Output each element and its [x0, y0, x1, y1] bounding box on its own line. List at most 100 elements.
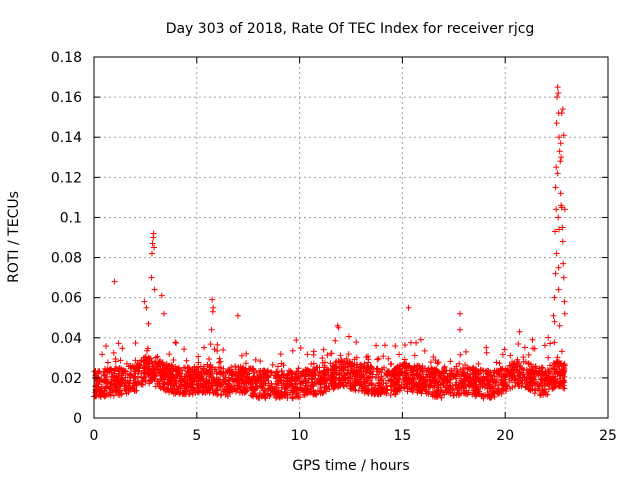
- data-point: [237, 363, 244, 370]
- data-point: [121, 367, 128, 374]
- data-point: [300, 378, 307, 385]
- data-point: [537, 391, 544, 398]
- data-point: [123, 360, 130, 367]
- data-point: [168, 361, 175, 368]
- data-point: [243, 350, 250, 357]
- data-point: [375, 391, 382, 398]
- data-point: [309, 366, 316, 373]
- data-point: [448, 371, 455, 378]
- data-point: [120, 367, 127, 374]
- data-point: [501, 346, 508, 353]
- data-point: [480, 373, 487, 380]
- data-point: [345, 367, 352, 374]
- data-point: [132, 340, 139, 347]
- y-tick-label: 0.08: [51, 251, 82, 267]
- data-point: [214, 341, 221, 348]
- data-point: [255, 374, 262, 381]
- data-point: [385, 355, 392, 362]
- data-point: [238, 352, 245, 359]
- data-point: [374, 368, 381, 375]
- data-point: [284, 384, 291, 391]
- data-point: [432, 370, 439, 377]
- data-point: [437, 392, 444, 399]
- data-point: [557, 190, 564, 197]
- data-point: [252, 383, 259, 390]
- data-point: [272, 388, 279, 395]
- data-point: [147, 370, 154, 377]
- data-point: [559, 238, 566, 245]
- data-point: [499, 351, 506, 358]
- data-point: [401, 342, 408, 349]
- data-point: [380, 353, 387, 360]
- data-point: [277, 389, 284, 396]
- y-tick-labels: 0 0.02 0.04 0.06 0.08 0.1 0.12 0.14 0.16 0.18: [51, 50, 82, 427]
- data-point: [554, 170, 561, 177]
- data-point: [561, 362, 568, 369]
- data-point: [175, 366, 182, 373]
- data-point: [530, 375, 537, 382]
- data-point: [495, 372, 502, 379]
- data-point: [485, 369, 492, 376]
- data-point: [560, 384, 567, 391]
- data-point: [381, 342, 388, 349]
- x-tick-label: 5: [192, 428, 201, 444]
- data-point: [118, 380, 125, 387]
- data-point: [515, 341, 522, 348]
- data-point: [99, 351, 106, 358]
- data-point: [218, 382, 225, 389]
- data-point: [198, 383, 205, 390]
- data-point: [220, 365, 227, 372]
- data-point: [465, 382, 472, 389]
- y-axis-label: ROTI / TECUs: [6, 191, 22, 283]
- y-tick-label: 0.14: [51, 130, 82, 146]
- data-point: [310, 351, 317, 358]
- data-point: [392, 343, 399, 350]
- data-point: [518, 383, 525, 390]
- x-tick-labels: 0 5 10 15 20 25: [90, 428, 617, 444]
- data-point: [101, 365, 108, 372]
- data-point: [391, 367, 398, 374]
- data-point: [361, 384, 368, 391]
- data-point: [561, 298, 568, 305]
- data-point: [541, 389, 548, 396]
- data-point: [493, 367, 500, 374]
- data-point: [323, 380, 330, 387]
- data-point: [551, 228, 558, 235]
- data-point: [391, 385, 398, 392]
- data-point: [475, 360, 482, 367]
- data-point: [435, 359, 442, 366]
- data-point: [465, 365, 472, 372]
- data-point: [538, 376, 545, 383]
- data-point: [201, 344, 208, 351]
- data-point: [214, 387, 221, 394]
- data-point: [253, 392, 260, 399]
- data-point: [454, 368, 461, 375]
- data-point: [242, 360, 249, 367]
- data-point: [384, 372, 391, 379]
- data-point: [262, 395, 269, 402]
- data-point: [173, 340, 180, 347]
- data-point: [524, 370, 531, 377]
- data-point: [186, 388, 193, 395]
- data-point: [554, 362, 561, 369]
- data-point: [537, 392, 544, 399]
- data-point: [111, 373, 118, 380]
- data-point: [110, 349, 117, 356]
- data-point: [554, 354, 561, 361]
- data-point: [367, 377, 374, 384]
- data-point: [131, 379, 138, 386]
- data-point: [390, 378, 397, 385]
- data-point: [433, 388, 440, 395]
- data-point: [297, 380, 304, 387]
- data-point: [343, 355, 350, 362]
- data-point: [315, 375, 322, 382]
- data-point: [328, 382, 335, 389]
- data-point: [379, 376, 386, 383]
- data-point: [269, 361, 276, 368]
- data-point: [441, 363, 448, 370]
- data-point: [375, 382, 382, 389]
- data-point: [221, 378, 228, 385]
- data-point: [418, 374, 425, 381]
- data-point: [350, 386, 357, 393]
- data-point: [258, 373, 265, 380]
